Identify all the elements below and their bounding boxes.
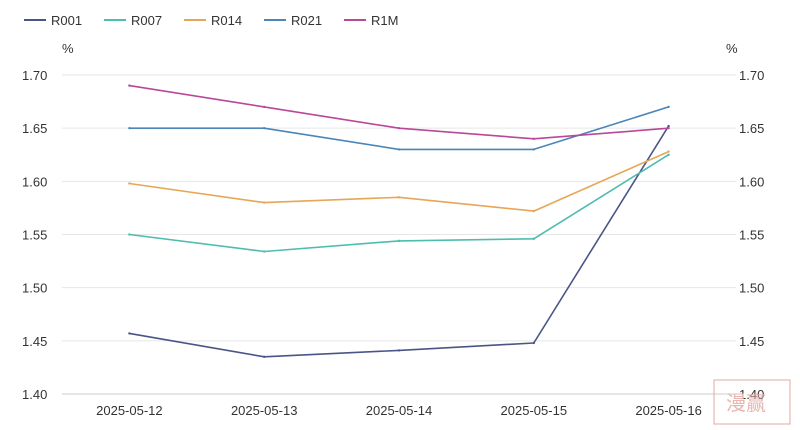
data-point — [128, 126, 131, 130]
data-point — [532, 148, 535, 151]
y-tick-label-left: 1.70 — [22, 68, 47, 83]
data-point — [667, 105, 670, 109]
y-tick-label-left: 1.45 — [22, 334, 47, 349]
data-point — [263, 126, 266, 130]
x-tick-label: 2025-05-13 — [231, 403, 298, 418]
data-point — [667, 150, 670, 153]
y-tick-label-right: 1.40 — [739, 387, 764, 402]
y-tick-label-right: 1.50 — [739, 281, 764, 296]
y-axis-left-unit: % — [62, 41, 74, 56]
data-point — [128, 182, 131, 185]
data-point — [532, 237, 535, 240]
x-tick-label: 2025-05-15 — [501, 403, 568, 418]
data-point — [397, 126, 401, 130]
watermark: 漫赢 — [713, 379, 791, 425]
y-tick-label-left: 1.65 — [22, 121, 47, 136]
x-tick-label: 2025-05-12 — [96, 403, 163, 418]
data-point — [397, 239, 401, 243]
data-point — [263, 105, 266, 109]
data-point — [397, 148, 401, 151]
legend-label: R001 — [51, 13, 82, 28]
legend-item-r007[interactable]: R007 — [104, 13, 162, 28]
data-point — [263, 201, 266, 204]
data-point — [397, 196, 401, 199]
y-tick-label-right: 1.70 — [739, 68, 764, 83]
y-tick-label-left: 1.55 — [22, 228, 47, 243]
x-tick-label: 2025-05-14 — [366, 403, 433, 418]
series-lines — [128, 84, 670, 358]
data-point — [532, 137, 535, 140]
data-point — [128, 332, 131, 335]
data-point — [263, 355, 266, 358]
x-tick-label: 2025-05-16 — [635, 403, 702, 418]
series-line-r1m — [129, 84, 669, 140]
y-tick-label-right: 1.55 — [739, 228, 764, 243]
data-point — [263, 250, 266, 253]
y-axis-right-unit: % — [726, 41, 738, 56]
data-point — [532, 341, 535, 345]
legend-label: R014 — [211, 13, 242, 28]
legend-item-r021[interactable]: R021 — [264, 13, 322, 28]
legend-label: R1M — [371, 13, 398, 28]
data-point — [128, 233, 131, 236]
grid-lines — [62, 74, 736, 342]
y-axis-left-labels: 1.40 1.45 1.50 1.55 1.60 1.65 1.70 — [22, 68, 47, 402]
legend-item-r001[interactable]: R001 — [24, 13, 82, 28]
data-point — [667, 153, 670, 156]
series-line-r007 — [129, 154, 670, 253]
y-tick-label-right: 1.60 — [739, 174, 764, 189]
y-tick-label-left: 1.60 — [22, 174, 47, 189]
data-point — [667, 124, 670, 128]
legend-label: R021 — [291, 13, 322, 28]
legend-label: R007 — [131, 13, 162, 28]
legend-item-r014[interactable]: R014 — [184, 13, 242, 28]
x-axis-labels: 2025-05-12 2025-05-13 2025-05-14 2025-05-15… — [96, 403, 702, 418]
y-tick-label-left: 1.50 — [22, 281, 47, 296]
legend: R001 R007 R014 R021 R1M — [24, 13, 398, 28]
y-tick-label-left: 1.40 — [22, 387, 47, 402]
y-axis-right-labels: 1.40 1.45 1.50 1.55 1.60 1.65 1.70 — [739, 68, 764, 402]
data-point — [667, 126, 670, 130]
watermark-text: 漫赢 — [726, 391, 766, 415]
data-point — [397, 349, 401, 352]
y-tick-label-right: 1.65 — [739, 121, 764, 136]
y-tick-label-right: 1.45 — [739, 334, 764, 349]
data-point — [532, 209, 535, 213]
data-point — [128, 84, 131, 87]
legend-item-r1m[interactable]: R1M — [344, 13, 398, 28]
